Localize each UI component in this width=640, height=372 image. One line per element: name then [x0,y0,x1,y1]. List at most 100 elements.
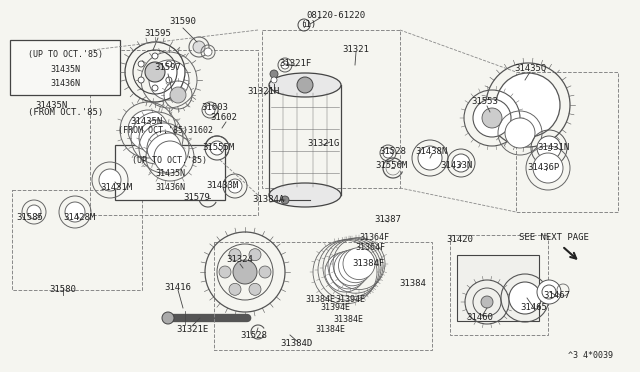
Circle shape [229,283,241,295]
Bar [457,255,539,321]
Circle shape [205,105,215,115]
Circle shape [145,62,165,82]
Text: 31436N: 31436N [155,183,185,192]
Circle shape [152,85,158,91]
Circle shape [537,136,561,160]
Text: (1): (1) [300,20,316,29]
Circle shape [533,153,563,183]
Text: 31420: 31420 [447,235,474,244]
Circle shape [334,250,370,286]
Text: 31384D: 31384D [280,340,312,349]
Text: 31590: 31590 [170,17,196,26]
Circle shape [343,248,375,280]
Text: 31384: 31384 [399,279,426,288]
Text: 31435N: 31435N [35,100,67,109]
Circle shape [149,60,189,100]
Circle shape [147,131,181,165]
Circle shape [330,251,367,289]
Circle shape [271,77,277,83]
Circle shape [249,248,261,261]
Circle shape [162,312,174,324]
Text: 31321E: 31321E [176,326,208,334]
Circle shape [210,141,224,155]
Text: 31394E: 31394E [320,304,350,312]
Circle shape [193,41,205,53]
Circle shape [383,148,393,158]
Text: 31555M: 31555M [202,144,234,153]
Text: 31438N: 31438N [415,147,447,155]
Text: 31553: 31553 [472,97,499,106]
Text: 31324: 31324 [227,256,253,264]
Circle shape [138,61,144,67]
Text: (UP TO OCT.'85): (UP TO OCT.'85) [132,155,207,164]
Circle shape [166,77,172,83]
Circle shape [138,77,144,83]
Text: 31595: 31595 [145,29,172,38]
Text: 31321H: 31321H [247,87,279,96]
Circle shape [204,48,212,56]
Text: 31384F: 31384F [352,259,384,267]
Text: 31431N: 31431N [537,144,569,153]
Text: (UP TO OCT.'85): (UP TO OCT.'85) [28,51,102,60]
Text: 31528: 31528 [241,331,268,340]
Circle shape [99,169,121,191]
Circle shape [270,70,278,78]
Circle shape [542,285,556,299]
Bar [262,30,400,188]
Circle shape [496,73,560,137]
Bar [214,242,432,350]
Circle shape [228,179,242,193]
Circle shape [297,77,313,93]
Ellipse shape [269,183,341,207]
Text: 31465: 31465 [520,304,547,312]
Circle shape [219,266,231,278]
Text: 31428M: 31428M [63,214,95,222]
Circle shape [65,202,85,222]
Text: 31580: 31580 [49,285,76,295]
Text: 31528: 31528 [380,148,406,157]
Text: 31364F: 31364F [355,244,385,253]
Circle shape [170,87,186,103]
Circle shape [281,196,289,204]
Text: 31597: 31597 [155,64,181,73]
Circle shape [154,141,186,173]
Text: 31364F: 31364F [359,232,389,241]
Text: 31394E: 31394E [335,295,365,304]
Text: 31460: 31460 [467,314,493,323]
Text: 31321G: 31321G [307,138,339,148]
Bar [516,72,618,212]
Text: 31433N: 31433N [440,161,472,170]
Circle shape [259,266,271,278]
Text: 31435Q: 31435Q [514,64,546,73]
Circle shape [27,205,41,219]
Circle shape [473,99,511,137]
Circle shape [166,61,172,67]
Circle shape [537,280,561,304]
Text: 31431M: 31431M [100,183,132,192]
Circle shape [139,120,175,156]
Text: ^3 4*0039: ^3 4*0039 [568,352,612,360]
Text: (FROM OCT.'85): (FROM OCT.'85) [28,109,103,118]
Circle shape [452,154,470,172]
Ellipse shape [269,73,341,97]
Circle shape [281,61,289,69]
Text: 31384E: 31384E [333,315,363,324]
Circle shape [481,296,493,308]
Text: 31387: 31387 [374,215,401,224]
Text: 31602: 31602 [211,113,237,122]
Text: 31436N: 31436N [50,78,80,87]
Circle shape [152,53,158,59]
Text: 31384A: 31384A [252,196,284,205]
Bar [115,145,225,200]
Bar [450,235,548,335]
Text: 31579: 31579 [184,192,211,202]
Circle shape [339,249,372,283]
Text: 31436P: 31436P [527,164,559,173]
Text: 31435N: 31435N [155,170,185,179]
Text: 31603: 31603 [202,103,228,112]
Circle shape [325,252,365,292]
Text: 31416: 31416 [164,283,191,292]
Text: 31435N: 31435N [130,118,163,126]
Text: 31433M: 31433M [206,180,238,189]
Text: 31321: 31321 [342,45,369,55]
